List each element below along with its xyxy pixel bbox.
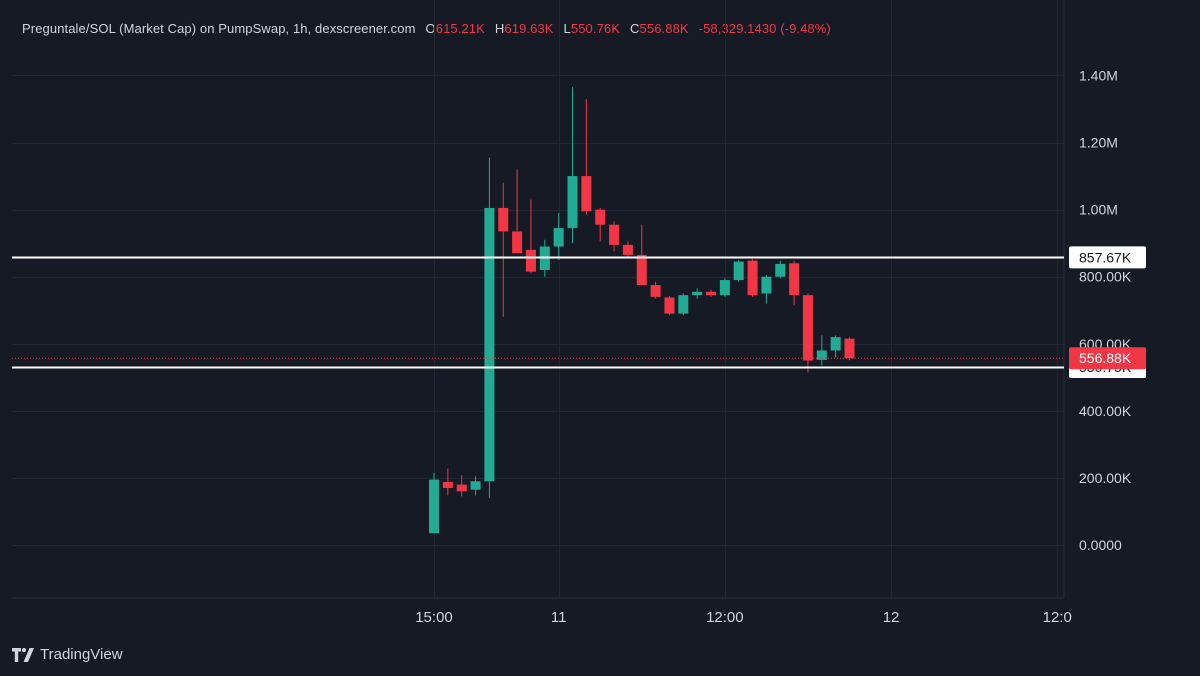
candle-body [498,207,509,232]
candle-body [650,285,661,297]
candle-body [609,224,620,245]
candle-body [844,338,855,359]
time-tick-label: 12:00 [706,609,744,626]
candle-body [581,176,592,212]
symbol-title: Preguntale/SOL (Market Cap) on PumpSwap,… [22,21,416,36]
candle-body [484,207,495,482]
candle-body [678,295,689,314]
price-axis[interactable]: 0.0000200.00K400.00K600.00K800.00K1.00M1… [1079,67,1132,553]
price-badge [1069,246,1146,269]
candles [429,87,855,534]
price-tick-label: 400.00K [1079,403,1132,419]
price-tick-label: 800.00K [1079,269,1132,285]
candle-body [636,254,647,286]
candle-body [802,295,813,361]
open-value: 615.21K [435,21,485,36]
candle-body [470,481,481,490]
price-tick-label: 1.00M [1079,202,1118,218]
time-axis[interactable]: 15:00 11 12:00 12 12:0 [415,609,1072,626]
time-tick-label: 15:00 [415,609,453,626]
candle-body [761,276,772,294]
price-tick-label: 1.20M [1079,135,1118,151]
grid [12,0,1064,598]
candle-body [595,209,606,225]
price-badge [1069,347,1146,370]
price-badges: 857.67K530.75K556.88K [1069,246,1146,378]
candle-body [789,263,800,296]
price-tick-label: 1.40M [1079,67,1118,83]
candle-body [664,297,675,314]
change-value: -58,329.1430 (-9.48%) [698,21,831,36]
tradingview-brand[interactable]: TradingView [12,646,123,663]
high-value: 619.63K [504,21,554,36]
candle-body [622,244,633,255]
candle-body [525,249,536,272]
candle-body [830,337,841,351]
tradingview-label: TradingView [40,646,123,663]
close-label: C [630,21,640,36]
candle-body [429,479,439,534]
price-tick-label: 0.0000 [1079,537,1122,553]
candle-body [692,291,703,296]
low-value: 550.76K [570,21,621,36]
candle-body [775,263,786,277]
time-tick-label: 12 [883,609,900,626]
chart-legend: Preguntale/SOL (Market Cap) on PumpSwap,… [22,21,831,36]
candle-body [567,176,578,229]
candle-body [512,231,523,254]
price-badge-label: 556.88K [1079,350,1132,366]
candle-body [553,228,564,247]
low-label: L [563,21,571,36]
tradingview-logo-icon [12,647,34,662]
price-badge-label: 857.67K [1079,249,1132,265]
candle-body [733,261,744,281]
high-label: H [494,21,505,36]
open-label: O [425,21,436,36]
horizontal-levels[interactable] [12,256,1064,369]
candle-body [442,481,453,488]
candle-body [816,350,827,360]
time-tick-label: 12:0 [1043,609,1072,626]
price-tick-label: 200.00K [1079,470,1132,486]
candle-body [456,484,467,492]
candle-body [719,280,730,296]
time-tick-label: 11 [551,609,567,626]
candle-body [747,260,758,296]
candle-body [706,291,716,296]
close-value: 556.88K [639,21,689,36]
